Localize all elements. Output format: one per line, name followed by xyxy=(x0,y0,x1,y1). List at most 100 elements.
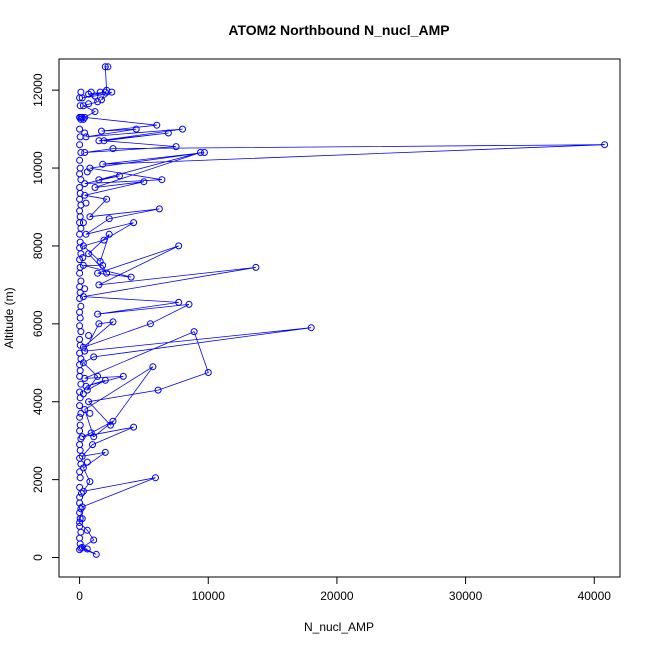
data-point xyxy=(127,273,135,281)
x-tick-label: 30000 xyxy=(449,589,483,603)
data-point xyxy=(76,170,84,178)
data-point xyxy=(95,176,103,184)
data-point xyxy=(200,149,208,156)
data-point xyxy=(82,199,90,207)
x-tick-label: 40000 xyxy=(578,589,612,603)
data-point xyxy=(105,215,113,223)
series-line xyxy=(79,66,605,555)
data-point xyxy=(601,141,609,149)
data-point xyxy=(76,427,84,435)
data-point xyxy=(103,86,111,94)
data-point xyxy=(94,372,102,380)
data-point xyxy=(87,88,95,96)
data-point xyxy=(91,92,99,100)
data-point xyxy=(81,285,89,293)
data-point xyxy=(95,320,103,328)
data-point xyxy=(79,487,87,495)
data-point xyxy=(90,353,98,361)
data-point xyxy=(175,298,183,306)
data-point xyxy=(79,254,87,262)
data-point xyxy=(76,335,84,343)
data-point xyxy=(76,322,84,330)
data-point xyxy=(85,398,93,406)
data-point xyxy=(307,324,315,332)
data-point xyxy=(77,224,85,232)
data-point xyxy=(95,137,103,145)
data-point xyxy=(76,213,84,221)
data-point xyxy=(99,160,107,168)
data-point xyxy=(149,363,157,371)
y-tick-label: 2000 xyxy=(31,466,45,493)
data-point xyxy=(103,269,111,277)
data-point xyxy=(179,125,186,133)
x-axis: 0 10000 20000 30000 40000 xyxy=(76,576,612,603)
data-point xyxy=(76,349,84,357)
data-point xyxy=(109,318,117,326)
data-point xyxy=(90,433,98,441)
data-point xyxy=(86,478,94,486)
data-point xyxy=(77,149,85,156)
data-point xyxy=(79,390,87,398)
data-point xyxy=(83,526,91,534)
data-point xyxy=(77,115,85,123)
data-point xyxy=(77,544,85,552)
data-point xyxy=(76,269,84,277)
data-point xyxy=(96,258,104,265)
data-point xyxy=(77,505,85,513)
data-point xyxy=(164,129,172,137)
data-point xyxy=(252,263,260,271)
data-point xyxy=(94,269,102,277)
data-point xyxy=(185,300,193,308)
data-point xyxy=(101,63,109,71)
data-point xyxy=(119,372,127,380)
data-point xyxy=(77,435,85,443)
data-point xyxy=(190,328,198,336)
data-point xyxy=(77,528,85,536)
data-point xyxy=(94,310,102,318)
data-point xyxy=(77,176,85,184)
data-point xyxy=(77,380,85,388)
data-point xyxy=(153,121,161,129)
data-point xyxy=(76,540,84,548)
data-point xyxy=(76,133,84,141)
data-point xyxy=(81,191,89,199)
data-point xyxy=(83,168,91,176)
data-point xyxy=(76,195,84,203)
data-point xyxy=(79,219,87,227)
data-point xyxy=(76,454,84,462)
series-1 xyxy=(76,63,609,558)
data-point xyxy=(94,98,102,106)
data-point xyxy=(116,172,123,180)
data-point xyxy=(172,143,180,151)
data-point xyxy=(81,406,89,413)
data-point xyxy=(76,522,84,530)
y-tick-label: 0 xyxy=(31,554,45,561)
x-tick-label: 10000 xyxy=(192,589,226,603)
data-point xyxy=(77,409,85,417)
data-point xyxy=(76,474,84,482)
data-point xyxy=(76,367,84,375)
data-point xyxy=(91,108,99,116)
data-point xyxy=(101,448,109,456)
data-point xyxy=(76,509,84,517)
data-point xyxy=(81,180,89,188)
data-point xyxy=(83,386,91,394)
data-point xyxy=(204,369,212,376)
data-point xyxy=(91,184,99,191)
data-point xyxy=(103,195,111,203)
y-tick-label: 12000 xyxy=(31,73,45,107)
data-point xyxy=(155,205,163,213)
data-layer xyxy=(76,63,609,558)
data-point xyxy=(76,388,84,396)
y-tick-label: 8000 xyxy=(31,232,45,259)
data-point xyxy=(77,328,85,336)
data-point xyxy=(76,468,84,476)
y-tick-label: 10000 xyxy=(31,151,45,185)
data-point xyxy=(85,250,93,258)
data-point xyxy=(101,376,109,384)
data-point xyxy=(175,242,183,250)
data-point xyxy=(76,207,84,215)
data-point xyxy=(76,402,84,410)
data-point xyxy=(76,394,84,402)
